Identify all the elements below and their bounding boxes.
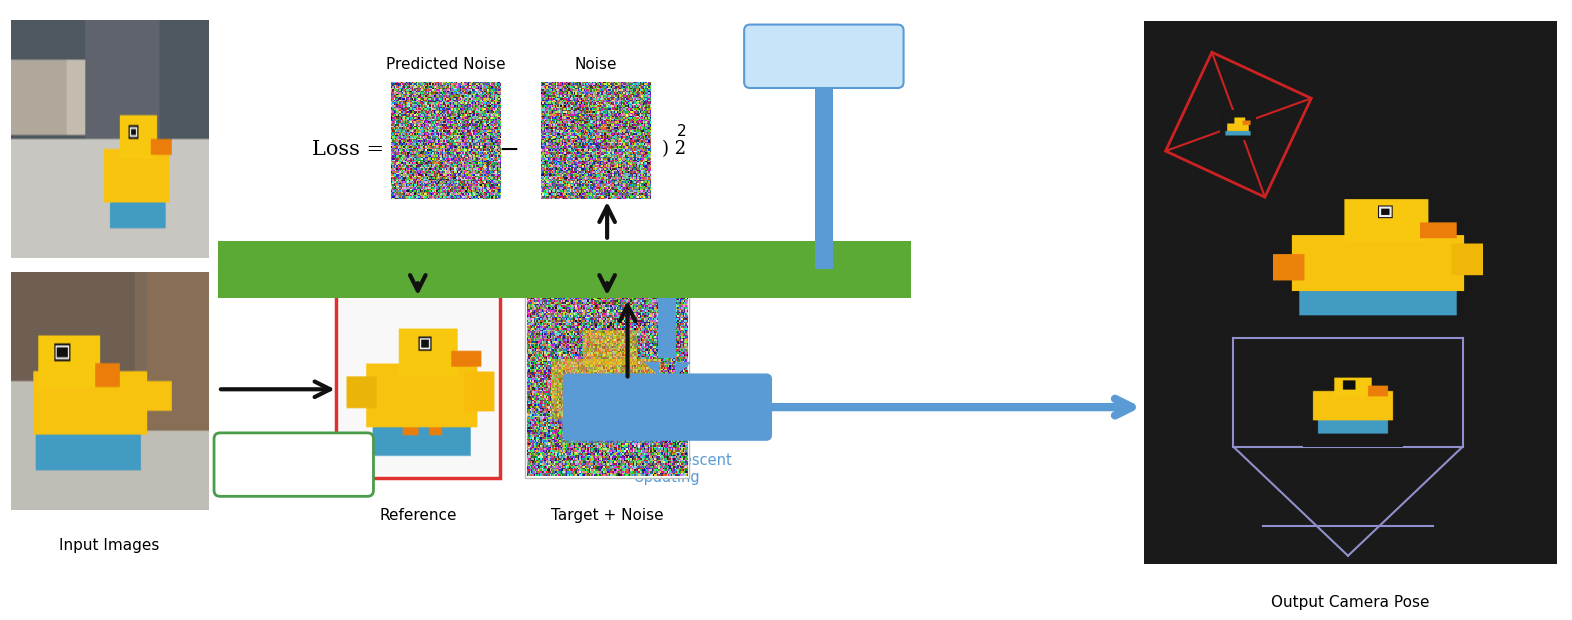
Text: Gradient Descent
Updating: Gradient Descent Updating (604, 453, 733, 485)
Text: Relative Pose ↻: Relative Pose ↻ (607, 400, 728, 415)
Bar (335, 280, 500, 479)
Text: 2: 2 (676, 124, 685, 139)
Text: Target + Noise: Target + Noise (550, 508, 663, 523)
FancyBboxPatch shape (214, 433, 374, 497)
Text: Reference: Reference (379, 508, 456, 523)
Text: Backward: Backward (786, 49, 861, 64)
FancyArrow shape (645, 363, 690, 383)
Bar (219, 241, 910, 298)
FancyBboxPatch shape (744, 25, 904, 88)
Text: Predicted Noise: Predicted Noise (387, 57, 506, 72)
Text: Loss = (: Loss = ( (311, 140, 399, 159)
Text: Segmentation: Segmentation (245, 458, 343, 472)
Text: Output Camera Pose: Output Camera Pose (1272, 595, 1431, 611)
Bar (1144, 20, 1558, 564)
Bar (525, 280, 690, 479)
Text: ) 2: ) 2 (662, 141, 687, 159)
FancyBboxPatch shape (563, 373, 772, 441)
Text: Noise: Noise (574, 57, 616, 72)
Bar (814, 82, 833, 269)
Text: −: − (498, 138, 519, 161)
Bar (814, 82, 833, 269)
Bar (659, 298, 676, 358)
Text: Input Images: Input Images (60, 538, 160, 553)
Text: Novel View Generation Model (Zero-1-to-3)    ❅: Novel View Generation Model (Zero-1-to-3… (357, 260, 770, 278)
